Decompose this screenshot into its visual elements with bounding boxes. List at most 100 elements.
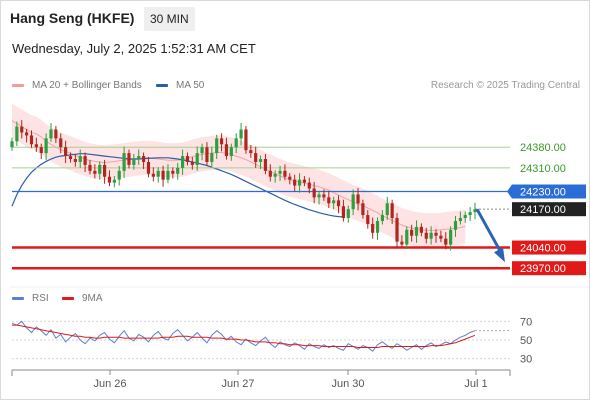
- rsi-tick-label: 30: [520, 354, 532, 366]
- candle-body: [380, 215, 384, 221]
- candle-body: [307, 182, 311, 189]
- rsi-line: [11, 320, 476, 352]
- candle-body: [117, 170, 121, 180]
- candle-body: [219, 138, 224, 145]
- candle-body: [449, 229, 453, 245]
- candle-body: [419, 226, 423, 233]
- candle-body: [224, 144, 229, 157]
- candle-body: [122, 153, 126, 171]
- candle-body: [302, 179, 307, 183]
- candle-body: [341, 206, 346, 219]
- candle-body: [112, 179, 116, 183]
- rsi-ma-legend-label: 9MA: [82, 293, 103, 304]
- candle-body: [336, 200, 341, 207]
- candle-body: [273, 173, 277, 177]
- ma20-swatch: [12, 84, 24, 87]
- candle-body: [312, 188, 316, 198]
- rsi-tick-label: 70: [520, 316, 532, 328]
- candle-body: [88, 164, 92, 171]
- candle-body: [161, 170, 165, 180]
- candle-body: [424, 232, 428, 239]
- candle-body: [439, 235, 443, 239]
- rsi-ma-line: [12, 324, 476, 348]
- candle-body: [132, 159, 136, 165]
- level-label: 24380.00: [520, 142, 566, 154]
- candle-body: [332, 200, 336, 204]
- level-label: 24040.00: [520, 243, 566, 255]
- level-tag-bg: [512, 240, 586, 255]
- candle-body: [49, 129, 53, 139]
- candle-body: [390, 203, 394, 219]
- candle-body: [400, 241, 404, 245]
- candle-body: [254, 153, 258, 162]
- ma50-legend-label: MA 50: [176, 80, 205, 91]
- candle-body: [229, 147, 233, 157]
- level-label: 23970.00: [520, 263, 566, 275]
- candle-body: [463, 215, 467, 219]
- candle-body: [190, 161, 194, 165]
- candle-body: [15, 126, 19, 142]
- candle-body: [156, 170, 160, 177]
- candle-body: [146, 161, 151, 174]
- candle-body: [68, 156, 73, 160]
- candle-body: [346, 209, 350, 219]
- candle-body: [29, 135, 34, 145]
- candle-body: [361, 203, 365, 216]
- candle-body: [210, 153, 214, 162]
- datetime-label: Wednesday, July 2, 2025 1:52:31 AM CET: [12, 41, 256, 56]
- rsi-legend: RSI: [12, 293, 49, 304]
- rsi-swatch: [12, 297, 24, 300]
- candle-body: [93, 170, 97, 174]
- level-label: 24310.00: [520, 163, 566, 175]
- instrument-title: Hang Seng (HKFE): [10, 10, 135, 26]
- candle-body: [39, 147, 43, 154]
- candle-body: [434, 232, 438, 236]
- candle-body: [453, 220, 458, 230]
- level-label: 24230.00: [520, 186, 566, 198]
- ma20-legend-label: MA 20 + Bollinger Bands: [32, 80, 142, 91]
- candle-body: [73, 159, 77, 162]
- candle-body: [20, 126, 24, 133]
- candle-body: [44, 138, 48, 154]
- x-tick-label: Jun 26: [93, 378, 126, 390]
- interval-button[interactable]: 30 MIN: [144, 7, 195, 31]
- rsi-ma-legend: 9MA: [62, 293, 103, 304]
- candle-body: [205, 147, 209, 162]
- forecast-arrow-head: [494, 247, 505, 263]
- candle-body: [317, 194, 321, 198]
- candle-body: [59, 138, 63, 148]
- candle-body: [405, 229, 409, 245]
- ma20-legend: MA 20 + Bollinger Bands: [12, 80, 142, 91]
- candle-body: [141, 156, 146, 162]
- candle-body: [429, 232, 433, 239]
- candle-body: [283, 170, 287, 177]
- candle-body: [375, 220, 380, 233]
- candle-body: [473, 209, 477, 213]
- level-tag-bg: [507, 184, 586, 199]
- candle-body: [195, 153, 199, 165]
- ma50-line: [11, 153, 344, 218]
- candle-body: [327, 197, 331, 204]
- candle-body: [185, 156, 190, 162]
- candle-body: [278, 170, 282, 174]
- candle-body: [25, 132, 29, 136]
- level-label: 24170.00: [520, 204, 566, 216]
- rsi-legend-label: RSI: [32, 293, 49, 304]
- candle-body: [414, 226, 419, 236]
- candle-body: [297, 179, 302, 186]
- candle-body: [468, 212, 472, 216]
- candle-body: [288, 176, 292, 180]
- candle-body: [293, 179, 297, 186]
- level-tag-bg: [512, 261, 586, 276]
- candle-body: [54, 129, 58, 139]
- ma50-swatch: [156, 84, 168, 87]
- candle-body: [356, 194, 360, 204]
- x-tick-label: Jun 27: [221, 378, 254, 390]
- ma20-line: [11, 120, 466, 231]
- bollinger-band: [12, 103, 466, 248]
- candle-body: [103, 164, 107, 177]
- candle-body: [98, 164, 102, 174]
- candle-body: [410, 229, 414, 236]
- candle-body: [366, 215, 370, 224]
